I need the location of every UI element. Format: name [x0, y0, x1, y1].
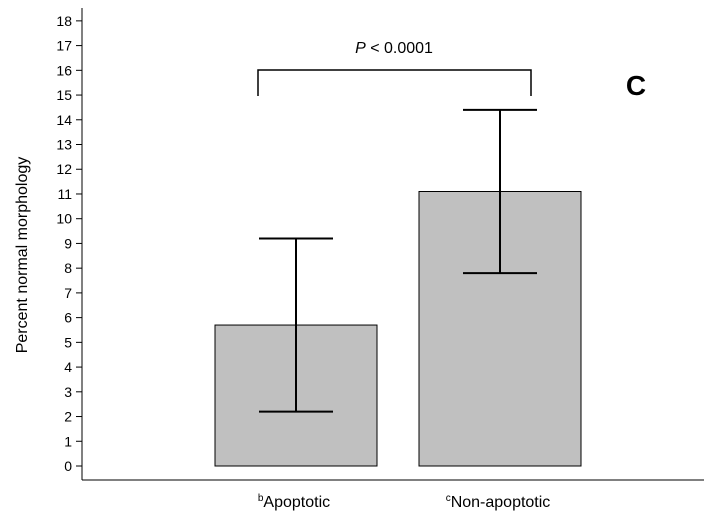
y-tick-label: 15: [56, 87, 72, 103]
p-symbol: P: [355, 40, 366, 57]
y-tick-label: 8: [64, 260, 72, 276]
category-superscript: c: [446, 493, 451, 504]
axes: [81, 8, 704, 481]
y-tick-label: 14: [56, 112, 72, 128]
y-tick-label: 6: [64, 310, 72, 326]
y-tick-label: 0: [64, 458, 72, 474]
category-text: Apoptotic: [263, 494, 330, 511]
error-bars: [259, 108, 537, 413]
y-tick-label: 5: [64, 334, 72, 350]
bracket-line: [257, 69, 532, 96]
p-value-label: P < 0.0001: [355, 40, 433, 57]
y-tick-label: 3: [64, 384, 72, 400]
y-axis-label: Percent normal morphology: [14, 157, 31, 354]
category-label: cNon-apoptotic: [446, 493, 551, 511]
y-tick-label: 7: [64, 285, 72, 301]
category-text: Non-apoptotic: [451, 494, 551, 511]
y-tick-label: 1: [64, 433, 72, 449]
y-tick-label: 10: [56, 211, 72, 227]
bars: [214, 191, 582, 467]
y-tick-label: 13: [56, 137, 72, 153]
y-tick-label: 18: [56, 13, 72, 29]
category-superscript: b: [258, 493, 264, 504]
y-tick-label: 16: [56, 62, 72, 78]
y-tick-label: 4: [64, 359, 72, 375]
category-labels: bApoptotic cNon-apoptotic: [258, 493, 550, 511]
y-tick-label: 2: [64, 409, 72, 425]
y-tick-label: 9: [64, 235, 72, 251]
y-tick-label: 11: [57, 186, 72, 202]
panel-label: C: [626, 70, 646, 101]
p-value-text: < 0.0001: [366, 40, 433, 57]
significance-bracket: P < 0.0001: [257, 40, 532, 96]
category-label: bApoptotic: [258, 493, 330, 511]
y-tick-label: 17: [56, 38, 72, 54]
y-tick-label: 12: [56, 161, 72, 177]
